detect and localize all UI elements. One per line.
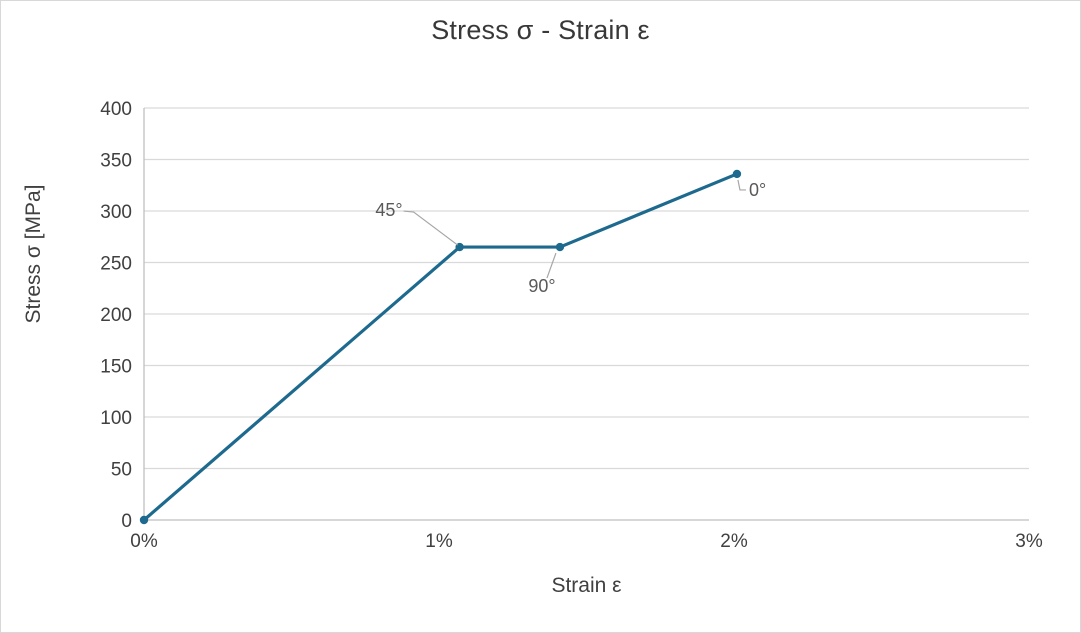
annotation-label: 90° <box>528 276 555 296</box>
y-tick-label: 300 <box>100 202 132 223</box>
y-tick-label: 150 <box>100 357 132 378</box>
data-point-marker <box>732 169 742 179</box>
data-point-marker <box>139 515 149 525</box>
x-tick-label: 3% <box>1015 531 1043 552</box>
y-tick-label: 350 <box>100 151 132 172</box>
chart-title: Stress σ - Strain ε <box>431 15 650 45</box>
y-tick-label: 250 <box>100 254 132 275</box>
y-tick-label: 200 <box>100 305 132 326</box>
data-point-marker <box>555 242 565 252</box>
y-tick-label: 0 <box>121 511 132 532</box>
series-line <box>142 172 739 522</box>
y-tick-label: 100 <box>100 408 132 429</box>
x-tick-label: 1% <box>425 531 453 552</box>
annotation-leader <box>546 252 557 279</box>
annotation-label: 0° <box>749 180 766 200</box>
annotation-leader <box>403 210 459 246</box>
annotation-leader <box>737 179 746 191</box>
x-axis-title: Strain ε <box>551 574 622 597</box>
x-tick-label: 0% <box>130 531 158 552</box>
annotation-label: 45° <box>375 200 402 220</box>
y-tick-label: 50 <box>111 460 132 481</box>
x-tick-label: 2% <box>720 531 748 552</box>
y-tick-label: 400 <box>100 99 132 120</box>
